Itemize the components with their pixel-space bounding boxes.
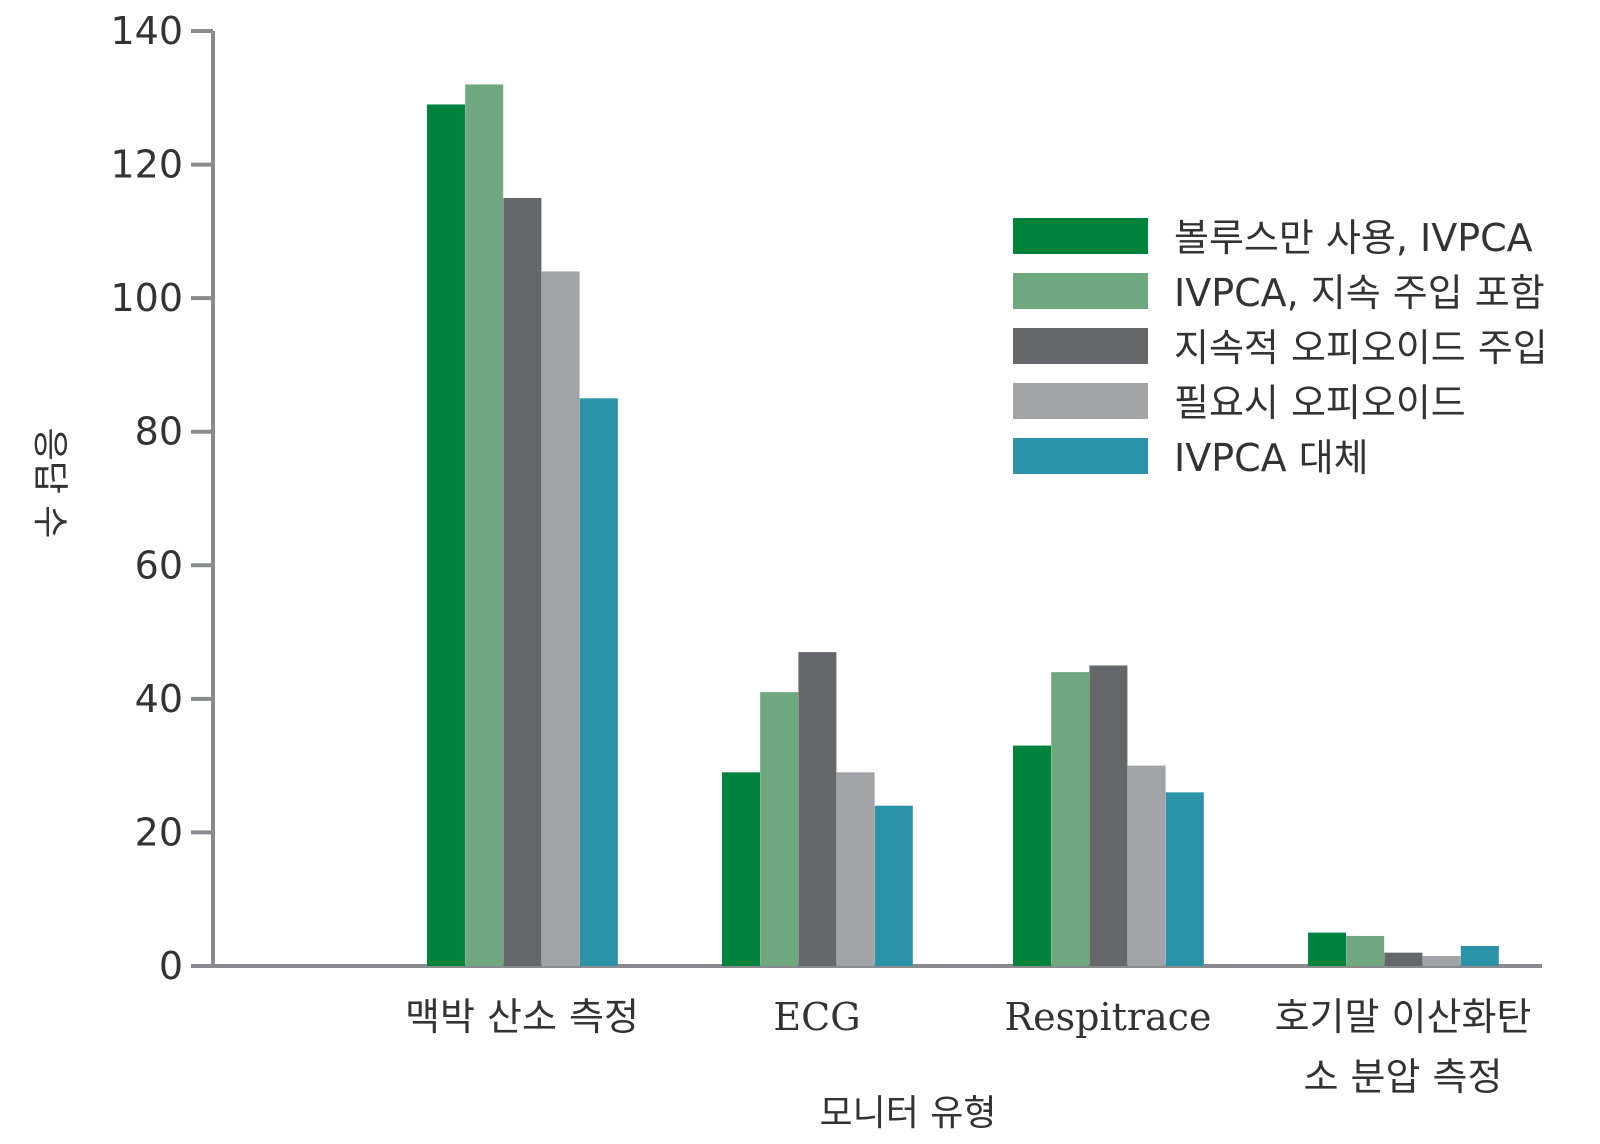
bar — [1346, 935, 1385, 966]
category-label: 소 분압 측정 — [1304, 1055, 1503, 1099]
category-label: 호기말 이산화탄 — [1275, 995, 1532, 1039]
bar — [1308, 932, 1346, 966]
bar — [465, 84, 504, 966]
legend-label: IVPCA 대체 — [1174, 436, 1369, 480]
y-tick-label: 20 — [135, 810, 183, 854]
bar — [541, 271, 580, 966]
bar — [1165, 792, 1204, 966]
bar — [1384, 952, 1423, 966]
y-tick-label: 0 — [159, 944, 183, 988]
legend-swatch — [1013, 218, 1148, 254]
y-axis: 0 20 40 60 80 100 120 140 — [110, 9, 215, 988]
y-tick-label: 40 — [135, 677, 183, 721]
bar — [722, 772, 760, 966]
y-tick-label: 80 — [135, 410, 183, 454]
legend-label: 필요시 오피오이드 — [1174, 381, 1466, 425]
bar — [798, 652, 837, 966]
bar — [427, 104, 465, 966]
bar — [579, 398, 618, 967]
category-label: Respitrace — [1005, 995, 1212, 1039]
bar — [760, 692, 799, 966]
category-label: 맥박 산소 측정 — [405, 995, 639, 1039]
y-tick-label: 60 — [135, 543, 183, 587]
bar — [874, 805, 913, 966]
x-axis-title: 모니터 유형 — [819, 1093, 996, 1134]
category-label: ECG — [773, 995, 860, 1039]
bar — [503, 197, 542, 966]
bar — [1422, 955, 1461, 966]
bars — [427, 84, 1499, 967]
legend-swatch — [1013, 383, 1148, 419]
legend-label: 볼루스만 사용, IVPCA — [1174, 216, 1533, 260]
bar — [1089, 665, 1128, 966]
bar — [1127, 765, 1166, 966]
y-tick-label: 140 — [110, 9, 183, 53]
bar — [1013, 745, 1051, 966]
legend-swatch — [1013, 328, 1148, 364]
y-tick-label: 100 — [110, 276, 183, 320]
y-tick-label: 120 — [110, 143, 183, 187]
legend-swatch — [1013, 273, 1148, 309]
legend-swatch — [1013, 438, 1148, 474]
bar — [836, 772, 875, 966]
bar — [1051, 672, 1090, 966]
legend-label: IVPCA, 지속 주입 포함 — [1174, 271, 1545, 315]
legend-label: 지속적 오피오이드 주입 — [1174, 326, 1548, 370]
y-axis-title: 응답 수 — [29, 428, 70, 539]
bar — [1460, 945, 1499, 966]
